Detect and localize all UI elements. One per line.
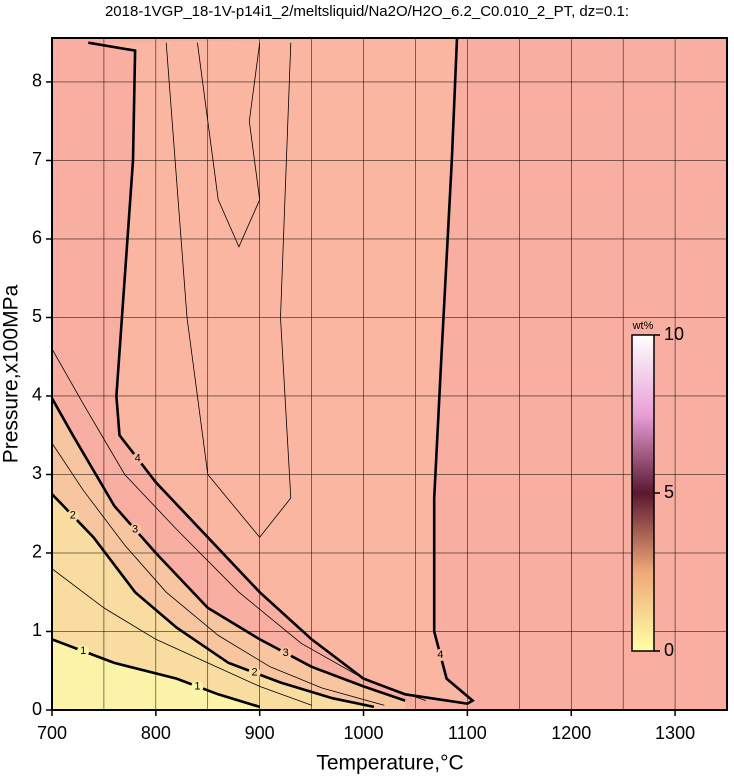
x-axis-label: Temperature,°C (316, 752, 463, 775)
colorbar (631, 334, 655, 652)
y-tick-label: 1 (32, 620, 42, 640)
chart-title: 2018-1VGP_18-1V-p14i1_2/meltsliquid/Na2O… (105, 3, 629, 20)
contour-line (52, 397, 406, 702)
contour-fill (52, 494, 374, 710)
contour-label-bg (191, 680, 204, 693)
contour-label: 4 (437, 649, 443, 661)
x-tick-label: 1200 (551, 723, 591, 743)
contour-fill (88, 38, 473, 704)
contour-line (88, 38, 475, 706)
contour-label-bg (279, 647, 292, 660)
contour-line (52, 493, 375, 709)
contour-label-bg (131, 452, 144, 465)
colorbar-tick-label: 10 (664, 324, 684, 344)
contour-label: 2 (251, 667, 257, 679)
contour-label: 2 (70, 510, 76, 522)
y-tick-label: 2 (32, 542, 42, 562)
contour-label-bg (434, 649, 447, 662)
x-tick-label: 800 (141, 723, 171, 743)
y-tick-label: 4 (32, 385, 42, 405)
thin-contour (52, 348, 426, 701)
contour-label: 4 (135, 453, 141, 465)
thin-contour (52, 568, 312, 706)
y-tick-label: 6 (32, 228, 42, 248)
thin-contour (165, 42, 292, 538)
contour-label-bg (248, 666, 261, 679)
contour-label: 3 (283, 647, 289, 659)
y-tick-label: 3 (32, 463, 42, 483)
contour-label: 3 (132, 523, 138, 535)
plot-frame (51, 37, 728, 711)
thin-contour (197, 42, 261, 248)
y-tick-label: 7 (32, 149, 42, 169)
y-tick-label: 0 (32, 699, 42, 719)
contour-label-bg (129, 523, 142, 536)
colorbar-tick-label: 0 (664, 640, 674, 660)
contour-label: 1 (194, 680, 200, 692)
y-axis-label: Pressure,x100MPa (0, 284, 23, 463)
y-tick-label: 5 (32, 306, 42, 326)
contour-label-bg (66, 509, 79, 522)
x-tick-label: 1000 (344, 723, 384, 743)
y-tick-label: 8 (32, 71, 42, 91)
x-tick-label: 1100 (448, 723, 487, 743)
contour-label-bg (77, 645, 90, 658)
contour-label: 1 (80, 645, 86, 657)
plot-area: 4 4 3 3 2 2 1 1 (52, 38, 727, 710)
thin-contour (52, 442, 385, 706)
contour-line (52, 638, 261, 709)
colorbar-tick-label: 5 (664, 482, 674, 502)
colorbar-title: wt% (632, 320, 654, 332)
x-tick-label: 900 (245, 723, 275, 743)
x-tick-label: 700 (37, 723, 67, 743)
x-tick-label: 1300 (655, 723, 695, 743)
